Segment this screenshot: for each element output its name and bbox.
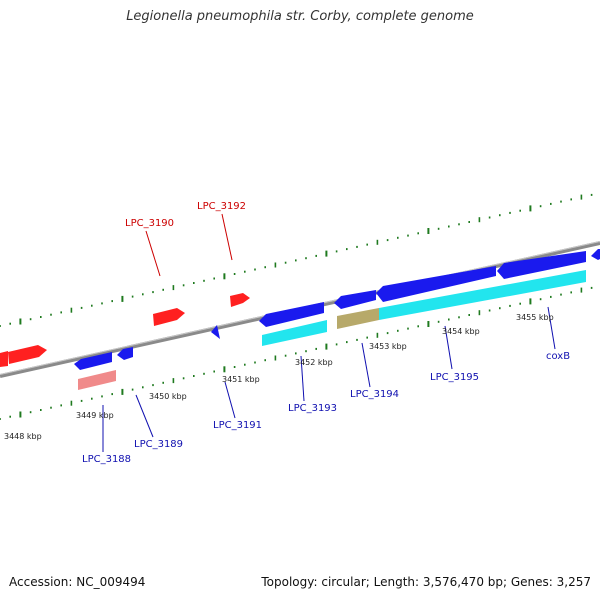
feature-block-cds-lpc3195[interactable]	[379, 270, 586, 320]
gene-arrow-lpc3189[interactable]	[117, 347, 133, 360]
gene-arrow-lpc3188[interactable]	[74, 352, 112, 370]
genome-summary-text: Topology: circular; Length: 3,576,470 bp…	[261, 575, 591, 589]
tick-label: 3449 kbp	[76, 411, 114, 420]
tick-label: 3452 kbp	[295, 358, 333, 367]
leader-lines	[102, 213, 556, 452]
gene-label-lpc3194[interactable]: LPC_3194	[350, 389, 399, 400]
gene-arrow-lpc3190[interactable]	[153, 308, 185, 326]
map-title: Legionella pneumophila str. Corby, compl…	[126, 9, 474, 24]
tick-label: 3455 kbp	[516, 313, 554, 322]
tick-tracks	[0, 193, 593, 420]
gene-arrow-lpc3191[interactable]	[211, 325, 220, 339]
gene-arrow-reverse[interactable]	[591, 249, 600, 260]
tick-labels: 3448 kbp 3449 kbp 3450 kbp 3451 kbp 3452…	[4, 313, 554, 441]
gene-label-lpc3192[interactable]: LPC_3192	[197, 201, 246, 212]
accession-text: Accession: NC_009494	[9, 575, 146, 589]
tick-label: 3448 kbp	[4, 432, 42, 441]
gene-label-coxb[interactable]: coxB	[546, 351, 570, 362]
gene-label-lpc3191[interactable]: LPC_3191	[213, 420, 262, 431]
forward-strand-genes	[0, 293, 250, 367]
tick-label: 3450 kbp	[149, 392, 187, 401]
gene-label-lpc3188[interactable]: LPC_3188	[82, 454, 131, 465]
gene-label-lpc3195[interactable]: LPC_3195	[430, 372, 479, 383]
gene-arrow-lpc3195[interactable]	[376, 266, 496, 302]
feature-block-cds-lpc3193[interactable]	[262, 320, 327, 346]
gene-label-lpc3189[interactable]: LPC_3189	[134, 439, 183, 450]
gene-arrow-lpc3194[interactable]	[334, 290, 376, 309]
gene-arrow-lpc3193[interactable]	[259, 302, 324, 327]
gene-arrow-forward[interactable]	[8, 345, 47, 364]
gene-arrow-lpc3192[interactable]	[230, 293, 250, 307]
feature-block-pseudo-lpc3194[interactable]	[337, 308, 379, 329]
gene-label-lpc3190[interactable]: LPC_3190	[125, 218, 174, 229]
tick-label: 3454 kbp	[442, 327, 480, 336]
feature-blocks	[78, 270, 586, 390]
tick-label: 3453 kbp	[369, 342, 407, 351]
gene-arrow-forward[interactable]	[0, 351, 8, 367]
reverse-strand-genes	[74, 249, 600, 370]
gene-arrow-coxb[interactable]	[497, 251, 586, 279]
gene-labels: LPC_3190 LPC_3192 LPC_3188 LPC_3189 LPC_…	[82, 201, 570, 465]
feature-block-rrna[interactable]	[78, 370, 116, 390]
tick-label: 3451 kbp	[222, 375, 260, 384]
gene-label-lpc3193[interactable]: LPC_3193	[288, 403, 337, 414]
